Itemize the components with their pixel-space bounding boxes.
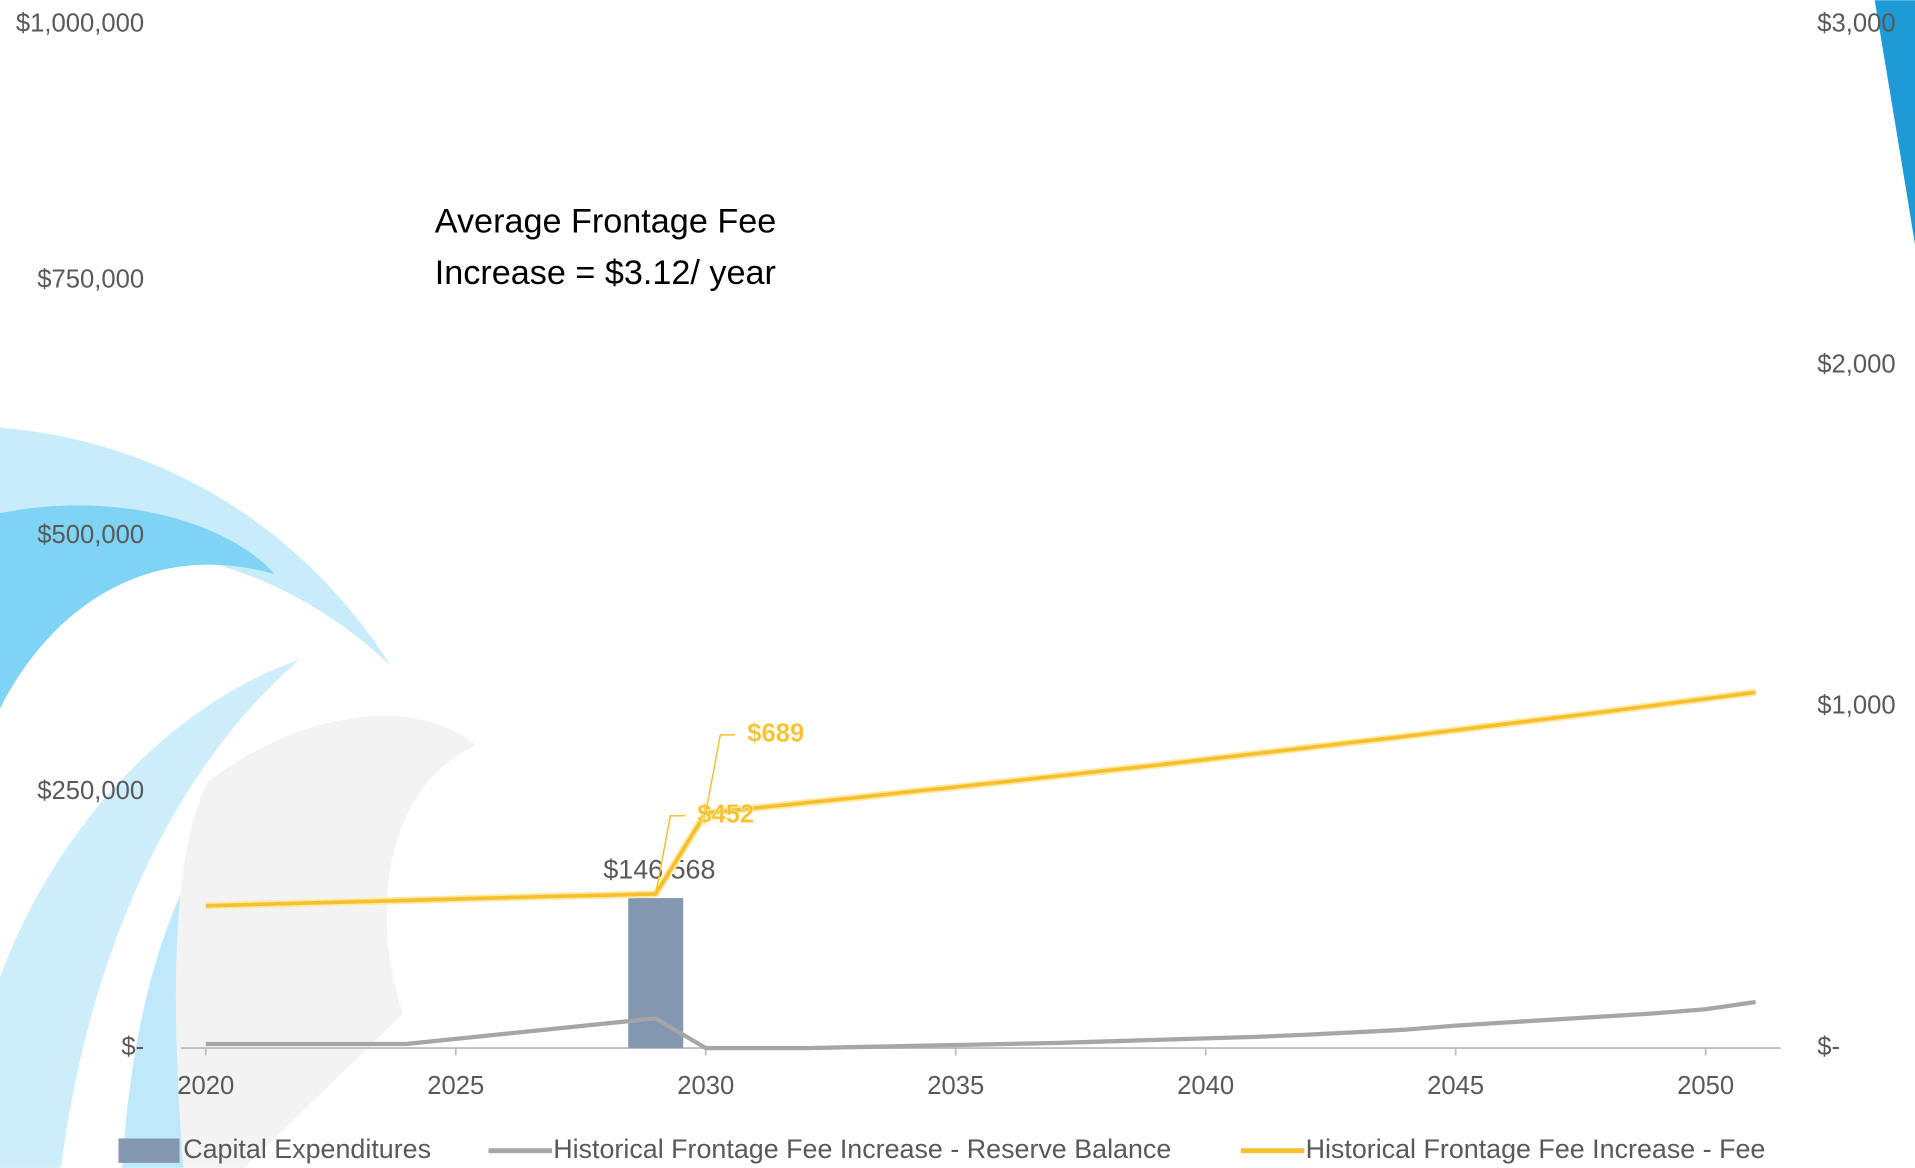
x-tick-label: 2030 [677,1072,734,1100]
data-label: $146,568 [603,854,715,884]
line [206,1002,1756,1048]
y-tick-label: $500,000 [37,521,144,549]
legend-label: Historical Frontage Fee Increase - Fee [1306,1134,1766,1164]
legend-swatch [118,1138,179,1162]
legend-label: Historical Frontage Fee Increase - Reser… [553,1134,1171,1164]
data-label: $689 [747,720,804,748]
y-tick-label: $250,000 [37,777,144,805]
annotation: Average Frontage Fee [435,203,776,241]
x-tick-label: 2035 [927,1072,984,1100]
x-tick-label: 2050 [1677,1072,1734,1100]
x-tick-label: 2020 [177,1072,234,1100]
page: {"chart_data": { "type": "combo", "annot… [0,0,1915,1168]
y2-tick-label: $3,000 [1817,9,1895,37]
chart: $- $250,000 $500,000 $750,000 $1,000,000 $- $1… [0,0,1915,1168]
y-tick-label: $750,000 [37,265,144,293]
line-outline [206,692,1756,906]
y-tick-label: $1,000,000 [16,9,144,37]
bar [628,898,683,1048]
x-tick-label: 2045 [1427,1072,1484,1100]
y2-tick-label: $- [1817,1033,1840,1061]
x-tick-label: 2025 [427,1072,484,1100]
y2-tick-label: $1,000 [1817,692,1895,720]
data-label: $452 [697,800,754,828]
legend-label: Capital Expenditures [183,1134,431,1164]
y-tick-label: $- [121,1033,144,1061]
swirl [176,716,476,1168]
x-tick-label: 2040 [1177,1072,1234,1100]
annotation: Increase = $3.12/ year [435,254,776,292]
y2-tick-label: $2,000 [1817,351,1895,379]
background-decoration [0,0,1915,1168]
